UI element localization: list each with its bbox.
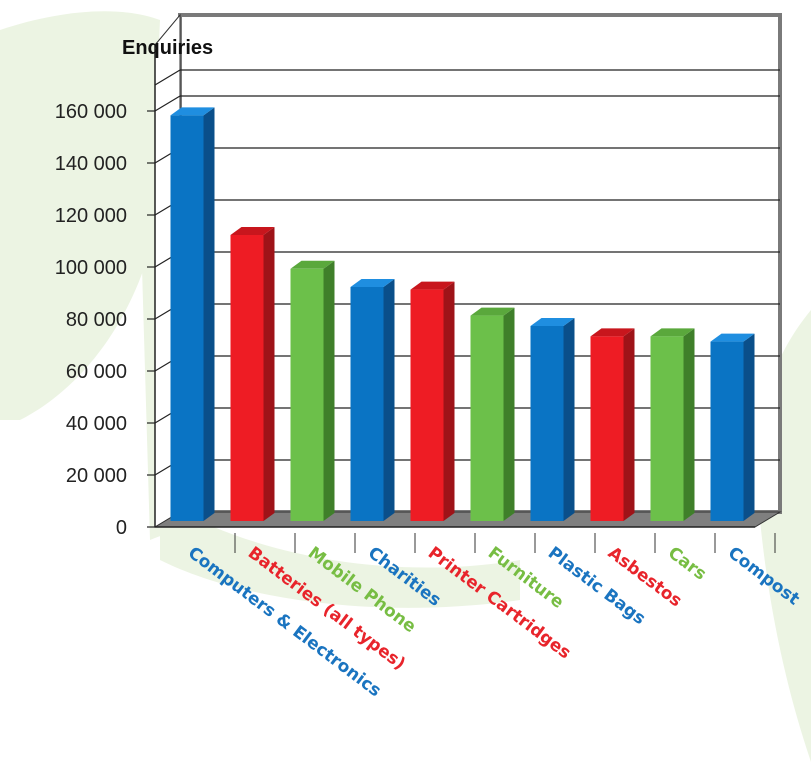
bar-side: [563, 318, 575, 521]
background-blob: [160, 500, 520, 608]
bar-top: [470, 307, 515, 316]
y-tick-label: 160 000: [55, 101, 127, 123]
bar-side: [203, 107, 215, 522]
bar-side: [443, 281, 455, 521]
x-tick-label: Cars: [664, 543, 710, 585]
bar-10: [710, 333, 755, 521]
bar-side: [623, 328, 635, 521]
bar-top: [650, 328, 695, 337]
bar-front: [590, 336, 624, 521]
bar-side: [683, 328, 695, 521]
bar-front: [170, 115, 204, 522]
bar-front: [470, 315, 504, 521]
bar-front: [350, 287, 384, 521]
bar-5: [410, 281, 455, 521]
gridline-side: [154, 69, 181, 86]
bar-7: [530, 318, 575, 521]
bar-3: [290, 260, 335, 521]
bar-side: [503, 307, 515, 521]
bar-side: [263, 227, 275, 521]
bar-top: [410, 281, 455, 290]
bar-top: [590, 328, 635, 337]
bar-8: [590, 328, 635, 521]
y-tick-label: 140 000: [55, 153, 127, 175]
y-axis: 0 20 000 40 000 60 000 80 000 100 000 120 000 1…: [55, 45, 156, 539]
bar-4: [350, 279, 395, 521]
y-tick-label: 0: [116, 517, 127, 539]
bar-top: [530, 318, 575, 326]
y-tick-label: 80 000: [66, 309, 127, 331]
bar-top: [350, 279, 395, 287]
y-axis-title: Enquiries: [122, 37, 213, 59]
bar-top: [290, 260, 335, 269]
bar-top: [170, 107, 215, 116]
bar-front: [650, 336, 684, 521]
background-blob: [0, 11, 160, 421]
gridline-side: [154, 95, 181, 112]
bar-2: [230, 227, 275, 521]
bar-6: [470, 307, 515, 521]
bar-top: [230, 227, 275, 235]
bar-1: [170, 107, 215, 522]
bar-front: [230, 235, 264, 521]
y-tick-label: 60 000: [66, 361, 127, 383]
y-tick-label: 100 000: [55, 257, 127, 279]
bar-front: [290, 268, 324, 521]
y-tick-label: 40 000: [66, 413, 127, 435]
bars: [170, 107, 755, 522]
bar-front: [410, 289, 444, 521]
bar-front: [530, 326, 564, 521]
bar-top: [710, 333, 755, 342]
bar-front: [710, 341, 744, 521]
bar-side: [743, 333, 755, 521]
y-tick-label: 20 000: [66, 465, 127, 487]
bar-9: [650, 328, 695, 521]
bar-side: [323, 260, 335, 521]
y-tick-label: 120 000: [55, 205, 127, 227]
bar-side: [383, 279, 395, 521]
